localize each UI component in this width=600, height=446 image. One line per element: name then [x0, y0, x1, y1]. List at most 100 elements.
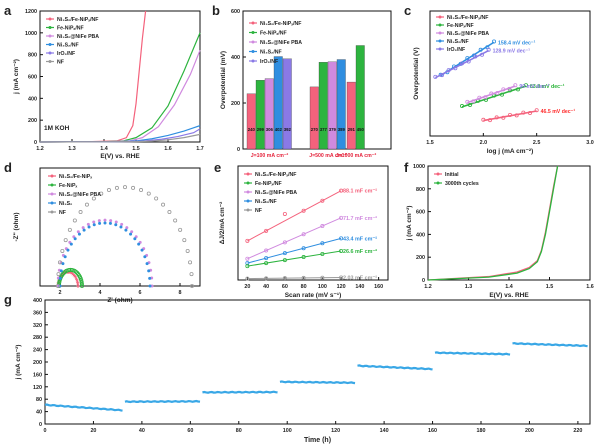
eis-point [79, 280, 84, 285]
bar [282, 58, 292, 150]
cdl-point [264, 256, 269, 261]
bar [255, 80, 265, 150]
bar [264, 78, 274, 150]
eis-point: ★ [72, 273, 77, 279]
legend-c-marker [438, 15, 442, 19]
legend-a-entry: Ni₃S₂/NF [57, 43, 79, 49]
cdl-point [282, 211, 287, 216]
legend-c-entry: Ni₃S₂/NF [447, 39, 469, 45]
legend-a-entry: Fe-NiPₓ/NF [57, 26, 84, 32]
bar [346, 81, 356, 150]
eis-point: ★ [71, 272, 76, 278]
legend-a-marker [48, 17, 52, 21]
x-axis-label: E(V) vs. RHE [489, 292, 529, 299]
legend-b-entry: Ni₃S₂@NiFe PBA [260, 40, 302, 46]
legend-b-entry: Ni₃S₂/Fe-NiPₓ/NF [260, 21, 301, 27]
cdl-fit-line [247, 276, 342, 280]
legend-c-entry: Fe-NiPₓ/NF [447, 23, 474, 29]
cdl-point [301, 255, 306, 260]
bar-value-label: 389 [338, 127, 346, 132]
eis-point: ★ [66, 270, 71, 276]
y-tick-label: 320 [33, 323, 42, 329]
eis-point: ★ [76, 284, 81, 290]
stability-segment [124, 399, 201, 404]
eis-point [69, 242, 73, 246]
legend-a-marker [48, 34, 52, 38]
eis-point: ★ [76, 282, 81, 288]
tafel-point [465, 99, 470, 104]
tafel-point [477, 95, 482, 100]
eis-point [148, 276, 152, 280]
eis-point [130, 230, 134, 234]
x-tick-label: 1.5 [546, 284, 554, 290]
y-tick-label: 200 [231, 101, 240, 107]
eis-point [124, 228, 128, 232]
eis-point [84, 202, 89, 207]
eis-point [178, 227, 183, 232]
panel-letter: f [404, 160, 409, 175]
eis-point [58, 276, 62, 280]
tafel-line [483, 110, 537, 122]
legend-e-marker [246, 208, 250, 212]
eis-point [103, 218, 107, 222]
cdl-point [301, 208, 306, 213]
cdl-point [339, 215, 344, 220]
x-tick-label: 1.5 [426, 140, 434, 146]
x-tick-label: 120 [337, 284, 346, 290]
y-axis-label: -Z'' (ohm) [13, 212, 20, 241]
tafel-point [486, 47, 491, 52]
x-tick-label: 1.2 [36, 146, 44, 152]
legend-e-marker [246, 172, 250, 176]
tafel-point [507, 112, 512, 117]
y-tick-label: 400 [416, 232, 425, 238]
eis-point [67, 227, 72, 232]
legend-a-entry: NF [57, 60, 64, 66]
cdl-fit-line [247, 217, 342, 260]
eis-point [137, 242, 141, 246]
x-tick-label: 1.3 [68, 146, 76, 152]
group-label: J=500 mA cm⁻² [309, 153, 347, 159]
panel-f: f 0 200 400 600 800 1000 1.2 1.3 1.4 1.5 1.6 E(V) vs… [404, 160, 594, 299]
legend-c-entry: Ni₃S₂/Fe-NiPₓ/NF [447, 15, 488, 21]
tafel-point [446, 68, 451, 73]
y-tick-label: 1000 [25, 31, 37, 37]
panel-c-frame [429, 10, 591, 137]
y-tick-label: 0 [422, 278, 425, 284]
tafel-point [534, 108, 539, 113]
cdl-point [264, 276, 269, 281]
eis-point [167, 210, 172, 215]
eis-point [63, 255, 67, 259]
lsv-curve [39, 10, 147, 143]
tafel-slope-label: 158.4 mV dec⁻¹ [498, 40, 536, 46]
legend-d-entry: Ni₃S₂ [59, 201, 73, 207]
x-tick-label: 40 [263, 284, 269, 290]
eis-point [182, 238, 187, 243]
bar-value-label: 291 [348, 127, 356, 132]
x-tick-label: 1.5 [132, 146, 140, 152]
cdl-point [339, 188, 344, 193]
panel-letter: c [404, 3, 411, 18]
y-tick-label: 0 [34, 140, 37, 146]
tafel-point [453, 66, 458, 71]
cdl-point [264, 228, 269, 233]
legend-a-marker [48, 60, 52, 63]
eis-point: ★ [68, 270, 73, 276]
cdl-point [320, 224, 325, 229]
x-tick-label: 100 [318, 284, 327, 290]
stability-segment [512, 341, 588, 348]
eis-point [103, 221, 107, 225]
legend-d-marker [50, 210, 54, 214]
eis-point: ★ [70, 271, 75, 277]
x-tick-label: 220 [573, 428, 582, 434]
x-tick-label: 1.6 [164, 146, 172, 152]
tafel-point [524, 83, 529, 88]
panel-letter: g [4, 292, 12, 307]
bar [336, 59, 346, 150]
tafel-point [516, 87, 521, 92]
x-tick-label: 20 [90, 428, 96, 434]
y-tick-label: 160 [33, 372, 42, 378]
x-tick-label: 1.2 [424, 284, 432, 290]
panel-a: a 0 200 400 600 800 1000 1200 1.2 1.3 1.4 1.5 1.6 1.7… [4, 3, 204, 160]
legend-a-marker [48, 43, 52, 46]
eis-point [78, 276, 83, 281]
